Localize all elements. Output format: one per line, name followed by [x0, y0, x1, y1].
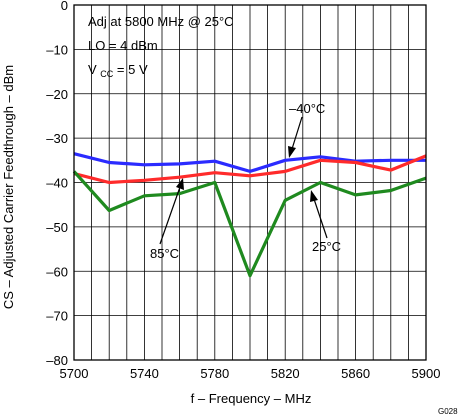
y-tick-label: –80 [46, 353, 68, 368]
x-tick-label: 5740 [130, 366, 159, 381]
y-tick-labels: 0 –10 –20 –30 –40 –50 –60 –70 –80 [46, 0, 68, 368]
y-tick-label: –20 [46, 87, 68, 102]
series-line-85c [73, 154, 427, 185]
y-tick-label: –10 [46, 42, 68, 57]
x-tick-label: 5700 [60, 366, 89, 381]
x-tick-label: 5900 [412, 366, 441, 381]
callout-arrow-25 [310, 190, 328, 239]
callout-label-85: 85°C [150, 246, 179, 261]
series-line-25c [72, 170, 427, 278]
annotation-vcc: V CC = 5 V [88, 62, 148, 80]
y-tick-label: –70 [46, 309, 68, 324]
callout-label-25: 25°C [312, 239, 341, 254]
annotation-lo: LO = 4 dBm [88, 38, 158, 53]
x-tick-label: 5780 [200, 366, 229, 381]
annotation-vcc-subscript: CC [100, 69, 113, 79]
y-tick-label: 0 [61, 0, 68, 13]
annotation-vcc-value: = 5 V [117, 62, 148, 77]
annotation-adj: Adj at 5800 MHz @ 25°C [88, 14, 234, 29]
y-axis-label: CS – Adjusted Carrier Feedthrough – dBm [1, 65, 16, 309]
callout-arrow-minus40 [288, 116, 303, 158]
x-tick-label: 5860 [341, 366, 370, 381]
figure-id: G028 [438, 407, 458, 416]
callout-arrow-85 [159, 178, 184, 245]
y-tick-label: –50 [46, 220, 68, 235]
series-group [72, 152, 427, 278]
callout-label-minus40: –40°C [289, 101, 325, 116]
x-tick-labels: 5700 5740 5780 5820 5860 5900 [60, 366, 441, 381]
y-tick-label: –60 [46, 264, 68, 279]
series-line-minus40c [73, 152, 426, 173]
y-tick-label: –30 [46, 131, 68, 146]
x-tick-label: 5820 [271, 366, 300, 381]
y-tick-label: –40 [46, 176, 68, 191]
grid [74, 5, 426, 360]
plot-border [73, 4, 427, 361]
annotation-vcc-v: V [88, 62, 97, 77]
x-axis-label: f – Frequency – MHz [191, 391, 312, 406]
